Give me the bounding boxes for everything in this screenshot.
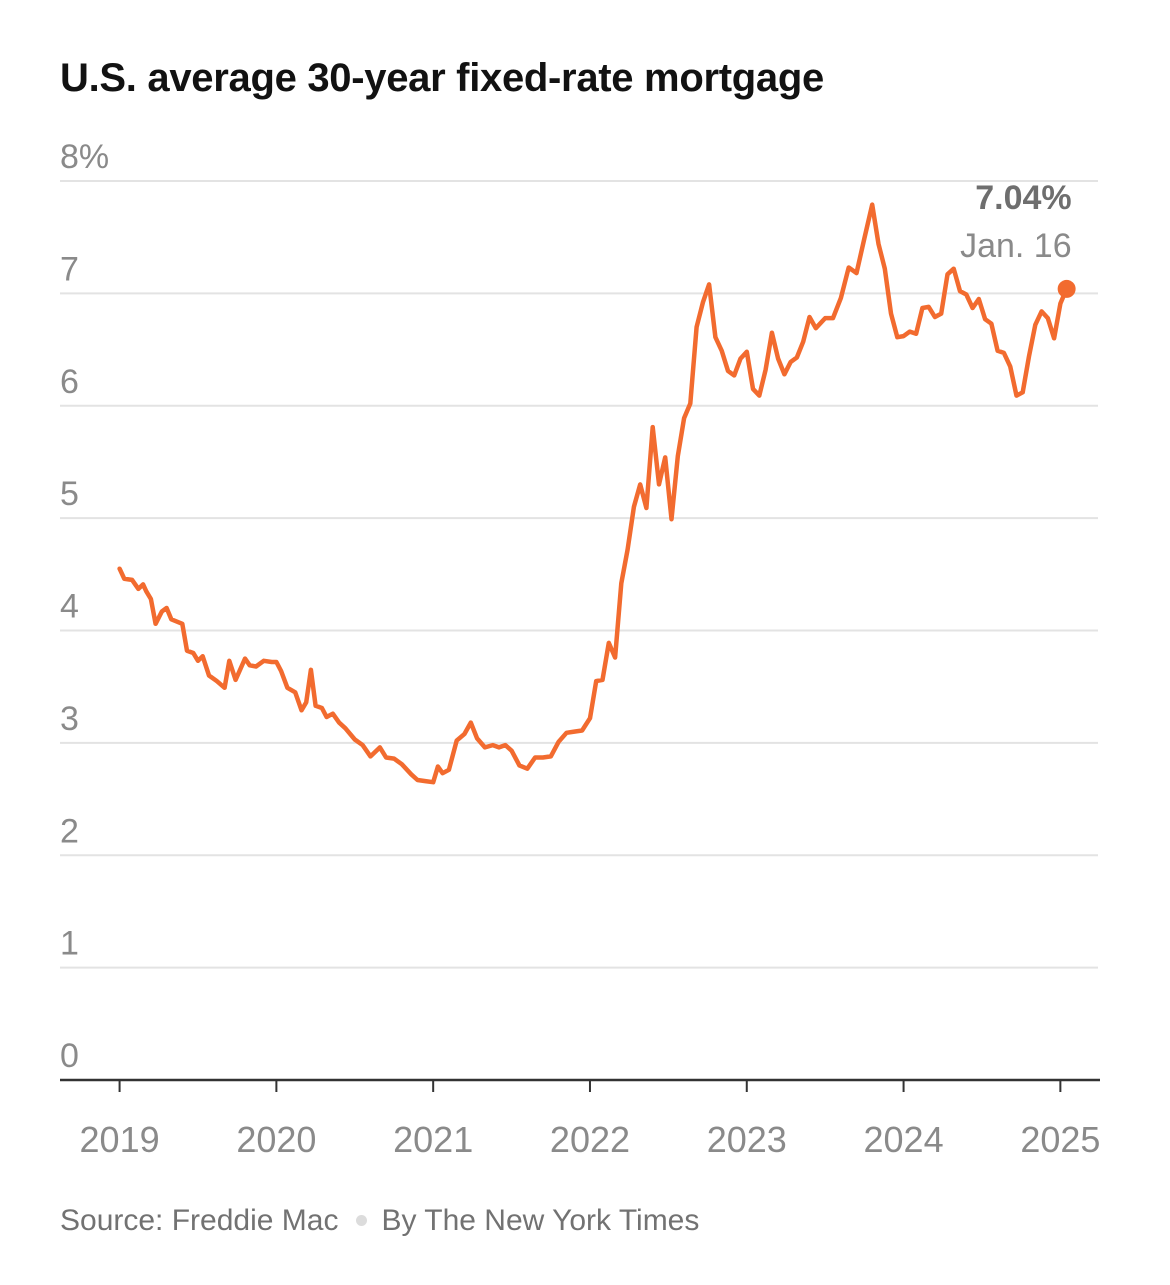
x-tick-label-2024: 2024 — [864, 1119, 944, 1160]
x-tick-label-2025: 2025 — [1020, 1119, 1100, 1160]
y-tick-label-3: 3 — [60, 700, 79, 738]
annotation-value: 7.04% — [975, 179, 1071, 217]
y-tick-label-4: 4 — [60, 588, 79, 626]
source-text: Source: Freddie Mac — [60, 1204, 338, 1237]
y-tick-label-8: 8% — [60, 138, 109, 176]
separator-dot — [356, 1215, 367, 1226]
x-tick-label-2019: 2019 — [80, 1119, 160, 1160]
y-tick-label-6: 6 — [60, 363, 79, 401]
annotation-date: Jan. 16 — [960, 227, 1072, 265]
x-tick-label-2023: 2023 — [707, 1119, 787, 1160]
x-tick-label-2020: 2020 — [236, 1119, 316, 1160]
y-tick-label-5: 5 — [60, 475, 79, 513]
end-point-marker — [1058, 280, 1076, 298]
x-tick-label-2021: 2021 — [393, 1119, 473, 1160]
source-line: Source: Freddie Mac By The New York Times — [60, 1204, 699, 1238]
x-tick-label-2022: 2022 — [550, 1119, 630, 1160]
y-tick-label-0: 0 — [60, 1037, 79, 1075]
x-axis: 2019 2020 2021 2022 2023 2024 2025 — [60, 1080, 1100, 1160]
series-group — [120, 205, 1067, 783]
y-tick-label-1: 1 — [60, 925, 79, 963]
series-line-0 — [120, 205, 1067, 783]
end-annotation: 7.04% Jan. 16 — [960, 179, 1076, 298]
y-tick-label-2: 2 — [60, 812, 79, 850]
y-tick-label-7: 7 — [60, 250, 79, 288]
byline: By The New York Times — [381, 1204, 699, 1237]
y-axis-tick-labels: 0 1 2 3 4 5 6 7 8% — [60, 138, 109, 1075]
